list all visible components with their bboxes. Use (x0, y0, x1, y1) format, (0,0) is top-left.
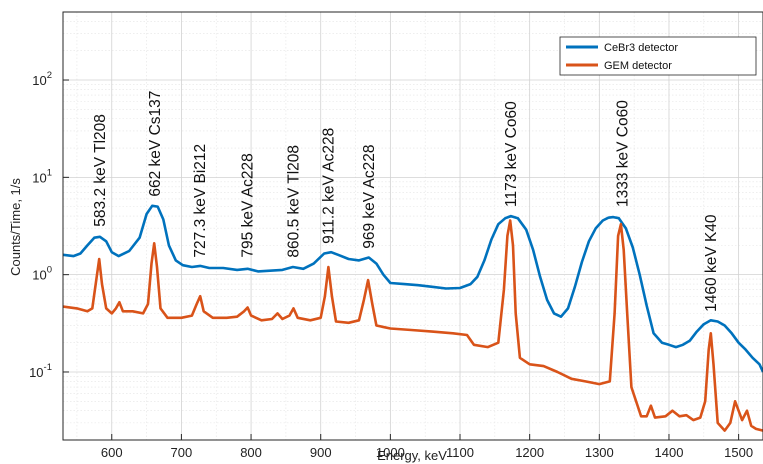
y-tick-label: 10-1 (29, 362, 52, 380)
x-tick-label: 1200 (515, 445, 544, 460)
peak-annotation: 1333 keV Co60 (614, 100, 631, 207)
minor-grid (63, 12, 763, 440)
major-grid (63, 12, 763, 440)
legend-label-cebr3: CeBr3 detector (604, 42, 678, 54)
y-tick-label: 101 (32, 167, 52, 185)
legend-label-gem: GEM detector (604, 60, 672, 72)
peak-annotation: 969 keV Ac228 (361, 145, 378, 249)
peak-annotation: 860.5 keV Tl208 (286, 145, 303, 258)
x-axis-ticks: 600 700 800 900 1000 1100 1200 1300 1400 1500 (101, 434, 753, 460)
x-tick-label: 800 (240, 445, 262, 460)
annotation-layer: 583.2 keV Tl208 662 keV Cs137 727.3 keV Bi… (92, 91, 720, 312)
peak-annotation: 1173 keV Co60 (503, 101, 520, 207)
peak-annotation: 727.3 keV Bi212 (192, 144, 209, 258)
plot-background (63, 12, 763, 440)
legend-box (559, 36, 757, 76)
x-axis-label: Energy, keV (377, 448, 447, 463)
peak-annotation: 583.2 keV Tl208 (92, 114, 109, 227)
legend: CeBr3 detector GEM detector (559, 36, 757, 76)
peak-annotation: 795 keV Ac228 (240, 153, 257, 257)
x-tick-label: 600 (101, 445, 123, 460)
x-tick-label: 1100 (446, 445, 474, 460)
y-tick-label: 102 (32, 70, 52, 88)
peak-annotation: 911.2 keV Ac228 (320, 128, 337, 244)
x-tick-label: 1000 (376, 445, 405, 460)
plot-frame (62, 11, 763, 441)
peak-annotation: 662 keV Cs137 (147, 91, 164, 197)
x-tick-label: 700 (171, 445, 193, 460)
y-axis-label: Counts/Time, 1/s (8, 178, 23, 276)
peak-annotation: 1460 keV K40 (703, 214, 720, 312)
x-tick-label: 900 (310, 445, 332, 460)
series-line-gem (63, 219, 763, 432)
series-line-cebr3 (63, 204, 763, 373)
series-layer (63, 204, 763, 432)
x-tick-label: 1500 (724, 445, 753, 460)
y-tick-label: 100 (32, 265, 52, 283)
x-tick-label: 1300 (585, 445, 614, 460)
y-axis-ticks: 10-1 100 101 102 (29, 70, 69, 380)
x-tick-label: 1400 (655, 445, 684, 460)
